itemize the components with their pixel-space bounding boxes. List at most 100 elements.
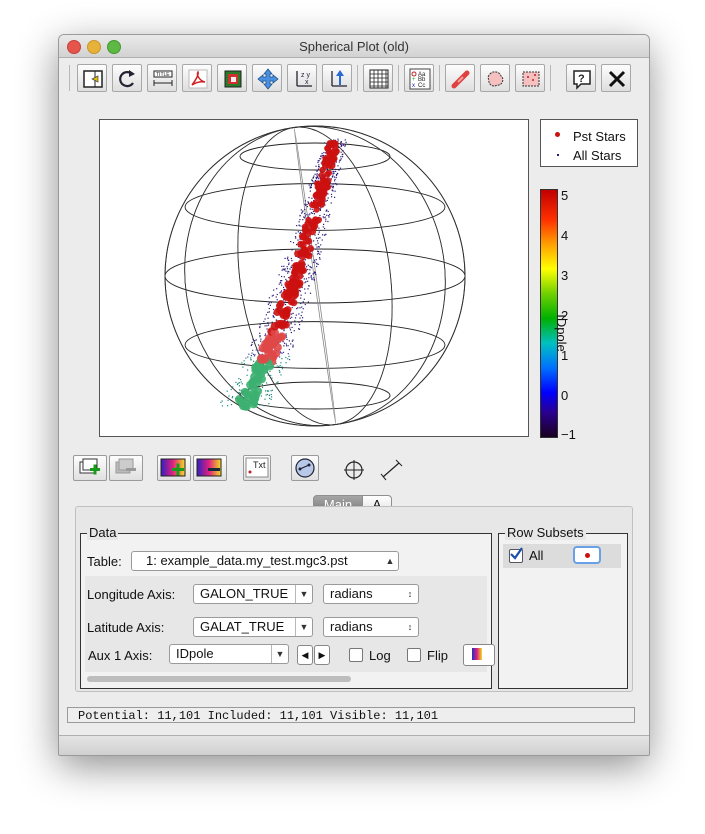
latitude-unit-select[interactable]: radians ↕ <box>323 617 419 637</box>
crosshair-button[interactable] <box>342 459 366 484</box>
all-star-point <box>287 270 289 272</box>
log-checkbox[interactable] <box>349 648 363 662</box>
add-aux-axis-button[interactable] <box>157 455 191 481</box>
all-star-point <box>266 393 268 396</box>
pdf-export-button[interactable] <box>182 64 212 92</box>
all-star-point <box>312 181 314 183</box>
all-star-point <box>290 257 292 260</box>
all-star-point <box>281 358 283 360</box>
draw-blob-button[interactable] <box>480 64 510 92</box>
flip-checkbox[interactable] <box>407 648 421 662</box>
all-star-point <box>295 232 297 234</box>
close-button[interactable] <box>601 64 631 92</box>
all-star-point <box>290 331 292 334</box>
all-star-point <box>316 173 318 175</box>
table-select[interactable]: 1: example_data.my_test.mgc3.pst ▲ <box>131 551 399 571</box>
grid-button[interactable] <box>363 64 393 92</box>
minimize-window-button[interactable] <box>87 40 101 54</box>
all-star-point <box>318 252 320 254</box>
all-star-point <box>255 339 257 341</box>
all-star-point <box>332 183 334 185</box>
remove-layer-icon <box>115 458 136 474</box>
all-star-point <box>301 319 303 322</box>
pst-star-point <box>318 172 325 179</box>
aux-axis-select[interactable]: IDpole ▼ <box>169 644 289 664</box>
pst-star-point <box>326 162 334 170</box>
all-star-point <box>318 227 320 229</box>
all-star-point <box>232 396 234 398</box>
all-star-point <box>310 275 312 277</box>
add-layer-button[interactable] <box>73 455 107 481</box>
help-button[interactable]: ? <box>566 64 596 92</box>
all-star-point <box>304 292 306 294</box>
all-star-point <box>267 311 269 313</box>
all-star-point <box>289 359 291 361</box>
all-star-point <box>319 208 321 210</box>
all-star-point <box>259 336 261 338</box>
all-star-point <box>335 175 338 177</box>
all-star-point <box>331 196 333 198</box>
all-star-point <box>301 212 303 214</box>
all-star-point <box>270 398 272 400</box>
colormap-button[interactable] <box>463 644 495 666</box>
longitude-unit-select[interactable]: radians ↕ <box>323 584 419 604</box>
pst-star-point <box>277 300 285 308</box>
all-star-point <box>250 355 252 357</box>
all-star-point <box>266 325 268 327</box>
all-star-point <box>308 277 310 279</box>
all-star-point <box>316 176 318 178</box>
row-subsets-legend: Row Subsets <box>505 525 586 540</box>
rescale-button[interactable] <box>322 64 352 92</box>
all-star-point <box>270 374 272 377</box>
close-window-button[interactable] <box>67 40 81 54</box>
aux-next-button[interactable]: ▶ <box>314 645 330 665</box>
zoom-window-button[interactable] <box>107 40 121 54</box>
all-star-point <box>271 295 273 297</box>
plot-area[interactable] <box>99 119 529 437</box>
all-star-point <box>327 197 329 199</box>
remove-layer-button[interactable] <box>109 455 143 481</box>
all-star-point <box>342 150 344 152</box>
all-star-point <box>339 167 342 169</box>
horizontal-scrollbar[interactable] <box>87 676 351 682</box>
select-points-button[interactable] <box>515 64 545 92</box>
all-star-point <box>278 365 280 367</box>
title-button[interactable]: TITLE <box>147 64 177 92</box>
pst-star-point <box>291 269 299 277</box>
all-star-point <box>344 145 346 147</box>
subset-style-button[interactable] <box>573 546 601 564</box>
sphere-plot[interactable] <box>100 120 528 436</box>
all-star-point <box>315 244 317 246</box>
legend-button[interactable]: Aa + Bb x Cc <box>404 64 434 92</box>
image-export-button[interactable] <box>217 64 247 92</box>
all-star-point <box>319 258 321 260</box>
window-insert-button[interactable] <box>77 64 107 92</box>
aux-prev-button[interactable]: ◀ <box>297 645 313 665</box>
meridian-line <box>184 125 446 427</box>
navigate-icon <box>257 68 279 90</box>
pst-star-point <box>269 352 278 361</box>
replot-button[interactable] <box>112 64 142 92</box>
pst-star-point <box>318 187 325 194</box>
remove-aux-axis-button[interactable] <box>193 455 227 481</box>
all-star-point <box>319 257 321 259</box>
subset-all-checkbox[interactable] <box>509 547 523 563</box>
subset-row-all[interactable]: All <box>503 544 621 568</box>
all-star-point <box>238 385 240 387</box>
rotate-view-button[interactable] <box>291 455 319 481</box>
longitude-axis-select[interactable]: GALON_TRUE ▼ <box>193 584 313 604</box>
latitude-axis-select[interactable]: GALAT_TRUE ▼ <box>193 617 313 637</box>
measure-button[interactable] <box>379 459 403 484</box>
all-star-point <box>301 286 303 288</box>
subset-blob-button[interactable] <box>445 64 475 92</box>
pst-star-point <box>298 232 307 240</box>
all-star-point <box>294 320 296 322</box>
text-label-button[interactable]: Txt <box>243 455 271 481</box>
all-star-point <box>288 355 290 357</box>
navigate-button[interactable] <box>252 64 282 92</box>
pst-star-point <box>273 308 281 316</box>
all-star-point <box>310 212 312 214</box>
all-star-point <box>304 282 306 284</box>
all-star-point <box>299 324 301 326</box>
